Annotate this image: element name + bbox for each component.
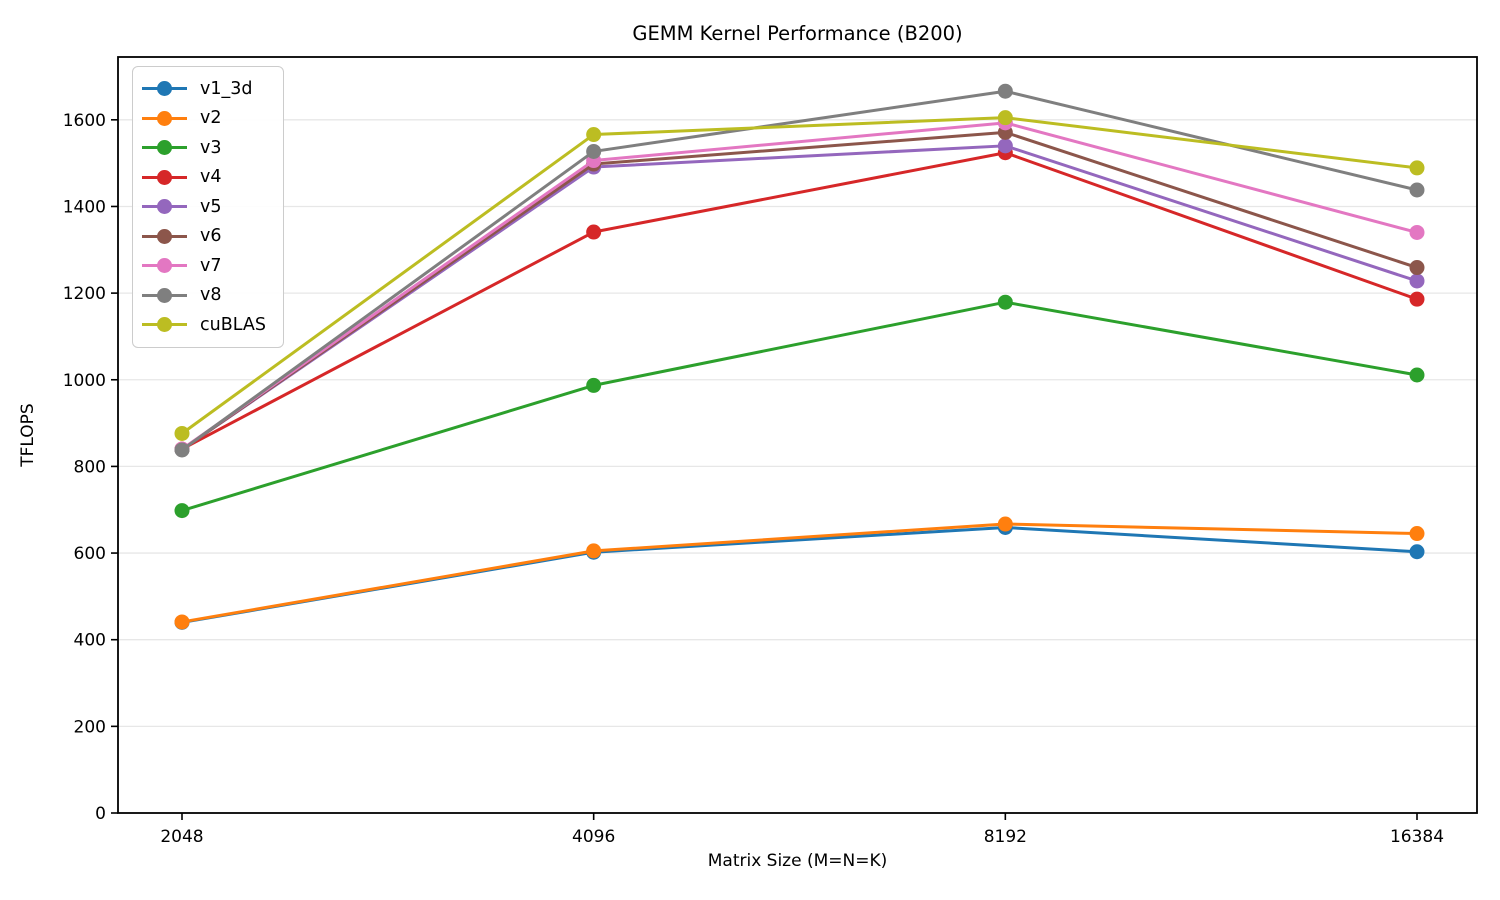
data-point xyxy=(174,442,190,458)
legend: v1_3d v2 v3 v4 v5 v6 v7 v8 cuBLAS xyxy=(132,66,284,348)
y-tick-label: 1200 xyxy=(63,284,106,304)
legend-label: v7 xyxy=(200,255,222,276)
series-line xyxy=(181,525,1418,624)
data-point xyxy=(1409,224,1425,240)
series-line xyxy=(181,522,1418,624)
y-tick-label: 800 xyxy=(74,457,106,477)
series-v6 xyxy=(174,124,1425,458)
legend-line-marker-icon xyxy=(142,228,187,244)
plot-frame xyxy=(117,56,1478,814)
data-point xyxy=(1409,291,1425,307)
legend-label: v8 xyxy=(200,285,222,306)
legend-line-marker-icon xyxy=(142,140,187,156)
series-line xyxy=(181,130,1418,451)
legend-line-marker-icon xyxy=(142,199,187,215)
data-point xyxy=(1409,526,1425,542)
data-point xyxy=(586,377,602,393)
legend-line-marker-icon xyxy=(142,258,187,274)
series-cuBLAS xyxy=(174,110,1425,441)
legend-item-v1_3d: v1_3d xyxy=(142,74,274,104)
legend-line-marker-icon xyxy=(142,287,187,303)
y-tick-label: 0 xyxy=(95,804,106,824)
y-tick-label: 600 xyxy=(74,544,106,564)
legend-label: v1_3d xyxy=(200,78,253,99)
data-point xyxy=(174,503,190,519)
x-tick-label: 2048 xyxy=(160,827,203,847)
data-point xyxy=(997,516,1013,532)
legend-label: v3 xyxy=(200,137,222,158)
data-point xyxy=(1409,273,1425,289)
legend-line-marker-icon xyxy=(142,81,187,97)
series-line xyxy=(181,89,1418,452)
x-axis-label: Matrix Size (M=N=K) xyxy=(707,851,888,871)
data-point xyxy=(1409,160,1425,176)
data-point xyxy=(997,83,1013,99)
legend-label: v5 xyxy=(200,196,222,217)
series-line xyxy=(181,121,1418,451)
data-point xyxy=(1409,367,1425,383)
y-tick-label: 1400 xyxy=(63,197,106,217)
y-tick-label: 400 xyxy=(74,631,106,651)
data-point xyxy=(174,614,190,630)
data-point xyxy=(586,224,602,240)
legend-item-v5: v5 xyxy=(142,192,274,222)
legend-label: cuBLAS xyxy=(200,314,266,335)
x-tick-label: 4096 xyxy=(572,827,615,847)
legend-label: v2 xyxy=(200,108,222,129)
legend-line-marker-icon xyxy=(142,169,187,185)
y-tick-label: 1600 xyxy=(63,111,106,131)
data-point xyxy=(586,127,602,143)
legend-item-v6: v6 xyxy=(142,222,274,252)
legend-item-v7: v7 xyxy=(142,251,274,281)
chart-title: GEMM Kernel Performance (B200) xyxy=(632,22,963,45)
data-point xyxy=(1409,260,1425,276)
data-point xyxy=(1409,544,1425,560)
legend-item-v2: v2 xyxy=(142,104,274,134)
x-tick-label: 16384 xyxy=(1390,827,1444,847)
legend-label: v4 xyxy=(200,167,222,188)
y-tick-label: 1000 xyxy=(63,371,106,391)
data-point xyxy=(997,138,1013,154)
series-line xyxy=(181,300,1418,513)
legend-item-v3: v3 xyxy=(142,133,274,163)
legend-item-v4: v4 xyxy=(142,163,274,193)
y-tick-label: 200 xyxy=(74,717,106,737)
series-line xyxy=(181,151,1418,451)
data-point xyxy=(586,143,602,159)
x-tick-label: 8192 xyxy=(984,827,1027,847)
series-v4 xyxy=(174,145,1425,457)
legend-item-cuBLAS: cuBLAS xyxy=(142,310,274,340)
legend-line-marker-icon xyxy=(142,110,187,126)
legend-line-marker-icon xyxy=(142,317,187,333)
series-v8 xyxy=(174,83,1425,458)
data-point xyxy=(174,425,190,441)
data-point xyxy=(997,110,1013,126)
series-v2 xyxy=(174,516,1425,630)
data-point xyxy=(1409,182,1425,198)
data-point xyxy=(586,543,602,559)
legend-label: v6 xyxy=(200,226,222,247)
series-v7 xyxy=(174,115,1425,457)
legend-item-v8: v8 xyxy=(142,281,274,311)
series-line xyxy=(181,116,1418,435)
series-v3 xyxy=(174,294,1425,519)
y-axis-label: TFLOPS xyxy=(18,403,38,467)
series-v5 xyxy=(174,138,1425,458)
data-point xyxy=(997,294,1013,310)
